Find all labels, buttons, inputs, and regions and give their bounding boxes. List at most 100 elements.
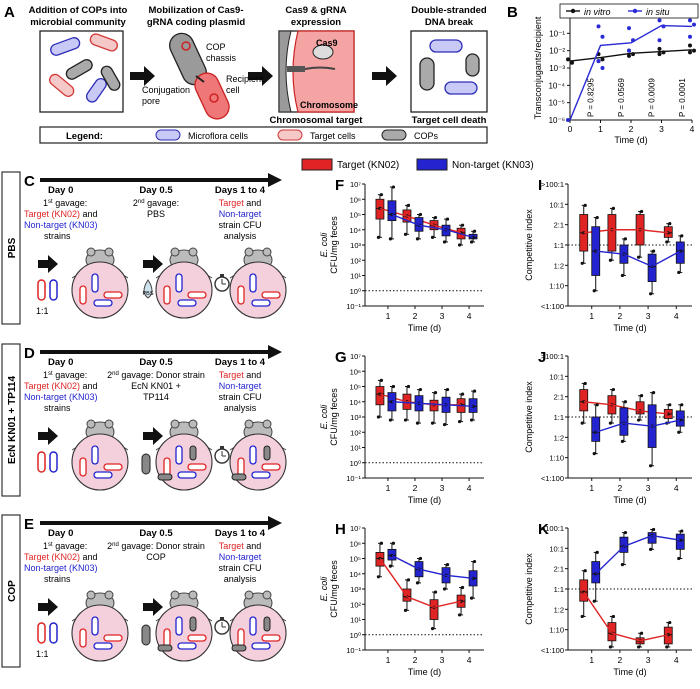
gut-circle <box>229 261 287 319</box>
data-point <box>376 575 381 579</box>
target-nontarget-legend: Target (KN02) Non-target (KN03) <box>301 158 534 171</box>
ytick-label: 10⁶ <box>350 539 361 548</box>
gavage-arrow <box>143 427 163 445</box>
data-point <box>580 261 584 265</box>
day05-label: Day 0.5 <box>139 357 173 368</box>
data-point <box>433 215 438 220</box>
gavage1-ordinal: 1 <box>43 541 48 551</box>
gavage1-strains: Target (KN02) and <box>24 381 98 391</box>
panel-letter: E <box>24 516 34 533</box>
b-pvalue: P = 0.0001 <box>678 78 687 117</box>
gavage2-ordinal: 2 <box>107 541 112 551</box>
data-point <box>445 217 450 221</box>
side-label: EcN KN01 + TP114 <box>7 376 18 465</box>
b-xtick-label: 3 <box>659 124 664 134</box>
data-point <box>445 563 450 567</box>
gavage2-line: 2nd gavage: Donor strain <box>107 370 205 380</box>
ytick-label: 10⁶ <box>350 367 361 376</box>
gavage1-nontarget: Non-target (KN03) <box>24 220 98 230</box>
ytick-label: 10² <box>350 600 361 609</box>
b-ytick-label: 10⁻⁶ <box>549 116 565 125</box>
median-line-target <box>583 591 669 642</box>
legend-cops: COPs <box>414 131 439 141</box>
data-point <box>457 419 462 424</box>
donor-cell-icon <box>141 453 151 475</box>
xtick-label: 2 <box>618 311 623 321</box>
data-point <box>379 541 384 545</box>
mouse-ear <box>104 590 114 600</box>
gut-target-cell <box>103 463 123 471</box>
result-cfu-1: strain CFU <box>218 392 261 402</box>
result-target-line: Target and <box>219 370 262 380</box>
ytick-label: >100:1 <box>541 524 564 533</box>
ytick-label: 1:2 <box>554 605 564 614</box>
gavage1-word: gavage: <box>53 541 88 551</box>
gut-target-cell <box>163 457 171 477</box>
xtick-label: 2 <box>618 483 623 493</box>
data-point <box>415 237 420 241</box>
b-xlabel: Time (d) <box>614 135 647 145</box>
xtick-label: 4 <box>674 311 679 321</box>
pbs-drop-icon <box>143 279 153 299</box>
panel-letter: C <box>24 173 35 190</box>
gavage1-line: 1st gavage: <box>43 198 87 208</box>
mouse-ear <box>86 590 96 600</box>
ytick-label: 10:1 <box>549 372 564 381</box>
inoculum-target-cell <box>37 622 46 644</box>
ytick-label: 10⁴ <box>349 398 361 407</box>
side-label-box <box>1 171 21 325</box>
data-point <box>472 229 477 233</box>
median-line-nontarget <box>595 250 681 268</box>
data-point <box>608 258 613 262</box>
step3-illustration <box>278 30 355 113</box>
gut-donor-cell <box>231 473 247 481</box>
data-point <box>460 223 465 227</box>
chart-f: F 10⁷ 10⁶ 10⁵ 10⁴ 10³ 10² 10¹ 10⁰ 10⁻¹ 1 2 3 4 Time (d… <box>319 177 484 333</box>
gut-nontarget-cell <box>177 642 197 650</box>
xtick-label: 1 <box>589 311 594 321</box>
day14-label: Days 1 to 4 <box>215 185 266 196</box>
ytick-label: 10² <box>350 428 361 437</box>
mouse-ear <box>244 590 254 600</box>
gavage2-head: gavage: Donor strain <box>119 370 205 380</box>
b-data-point <box>661 24 666 29</box>
gavage-arrow <box>38 427 58 445</box>
label-conjugation-2: pore <box>142 96 160 106</box>
ytick-label: 10⁰ <box>350 459 361 468</box>
gut-target-cell <box>103 291 123 299</box>
data-point <box>620 563 625 567</box>
data-point <box>651 527 656 532</box>
gavage1-word: gavage: <box>53 370 88 380</box>
gavage1-nontarget: Non-target (KN03) <box>24 563 98 573</box>
data-point <box>460 585 465 590</box>
gut-nontarget-cell <box>175 273 183 293</box>
data-point <box>460 392 465 396</box>
gut-target-cell <box>163 285 171 305</box>
gut-target-cell <box>187 463 207 471</box>
data-point <box>611 387 616 392</box>
xtick-label: 1 <box>386 483 391 493</box>
gut-nontarget-cell <box>175 445 183 465</box>
b-data-point <box>596 59 601 64</box>
ytick-label: 10¹ <box>350 616 361 625</box>
gavage1-suffix: st <box>48 199 53 205</box>
data-point <box>430 235 435 239</box>
mouse-ear <box>244 419 254 429</box>
xtick-label: 1 <box>386 655 391 665</box>
result-and: and <box>244 541 262 551</box>
mouse-ear <box>244 247 254 257</box>
gavage1-strains: Target (KN02) and <box>24 552 98 562</box>
b-ylabel: Transconjugants/recipient <box>533 16 543 119</box>
ytick-label: 10³ <box>350 241 361 250</box>
result-nontarget: Non-target <box>219 381 262 391</box>
result-target-line: Target and <box>219 541 262 551</box>
ytick-label: <1:100 <box>541 302 564 311</box>
data-point <box>415 421 420 425</box>
xtick-label: 3 <box>440 655 445 665</box>
ratio-label: 1:1 <box>36 306 49 316</box>
gavage-arrow <box>38 598 58 616</box>
ytick-label: 10⁴ <box>349 226 361 235</box>
data-point <box>665 240 669 244</box>
data-point <box>388 418 393 422</box>
label-chromosome: Chromosome <box>300 100 358 110</box>
